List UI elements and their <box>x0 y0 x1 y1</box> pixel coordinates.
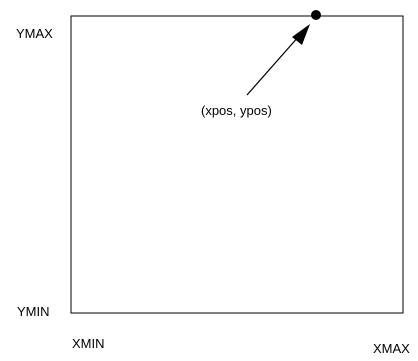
xmax-label: XMAX <box>373 341 410 356</box>
ymin-label: YMIN <box>17 304 50 319</box>
pointer-arrowhead <box>292 24 310 45</box>
point-label: (xpos, ypos) <box>201 103 272 118</box>
position-point <box>311 10 321 20</box>
ymax-label: YMAX <box>16 26 53 41</box>
plot-bounding-box <box>70 15 404 314</box>
xmin-label: XMIN <box>72 336 105 351</box>
